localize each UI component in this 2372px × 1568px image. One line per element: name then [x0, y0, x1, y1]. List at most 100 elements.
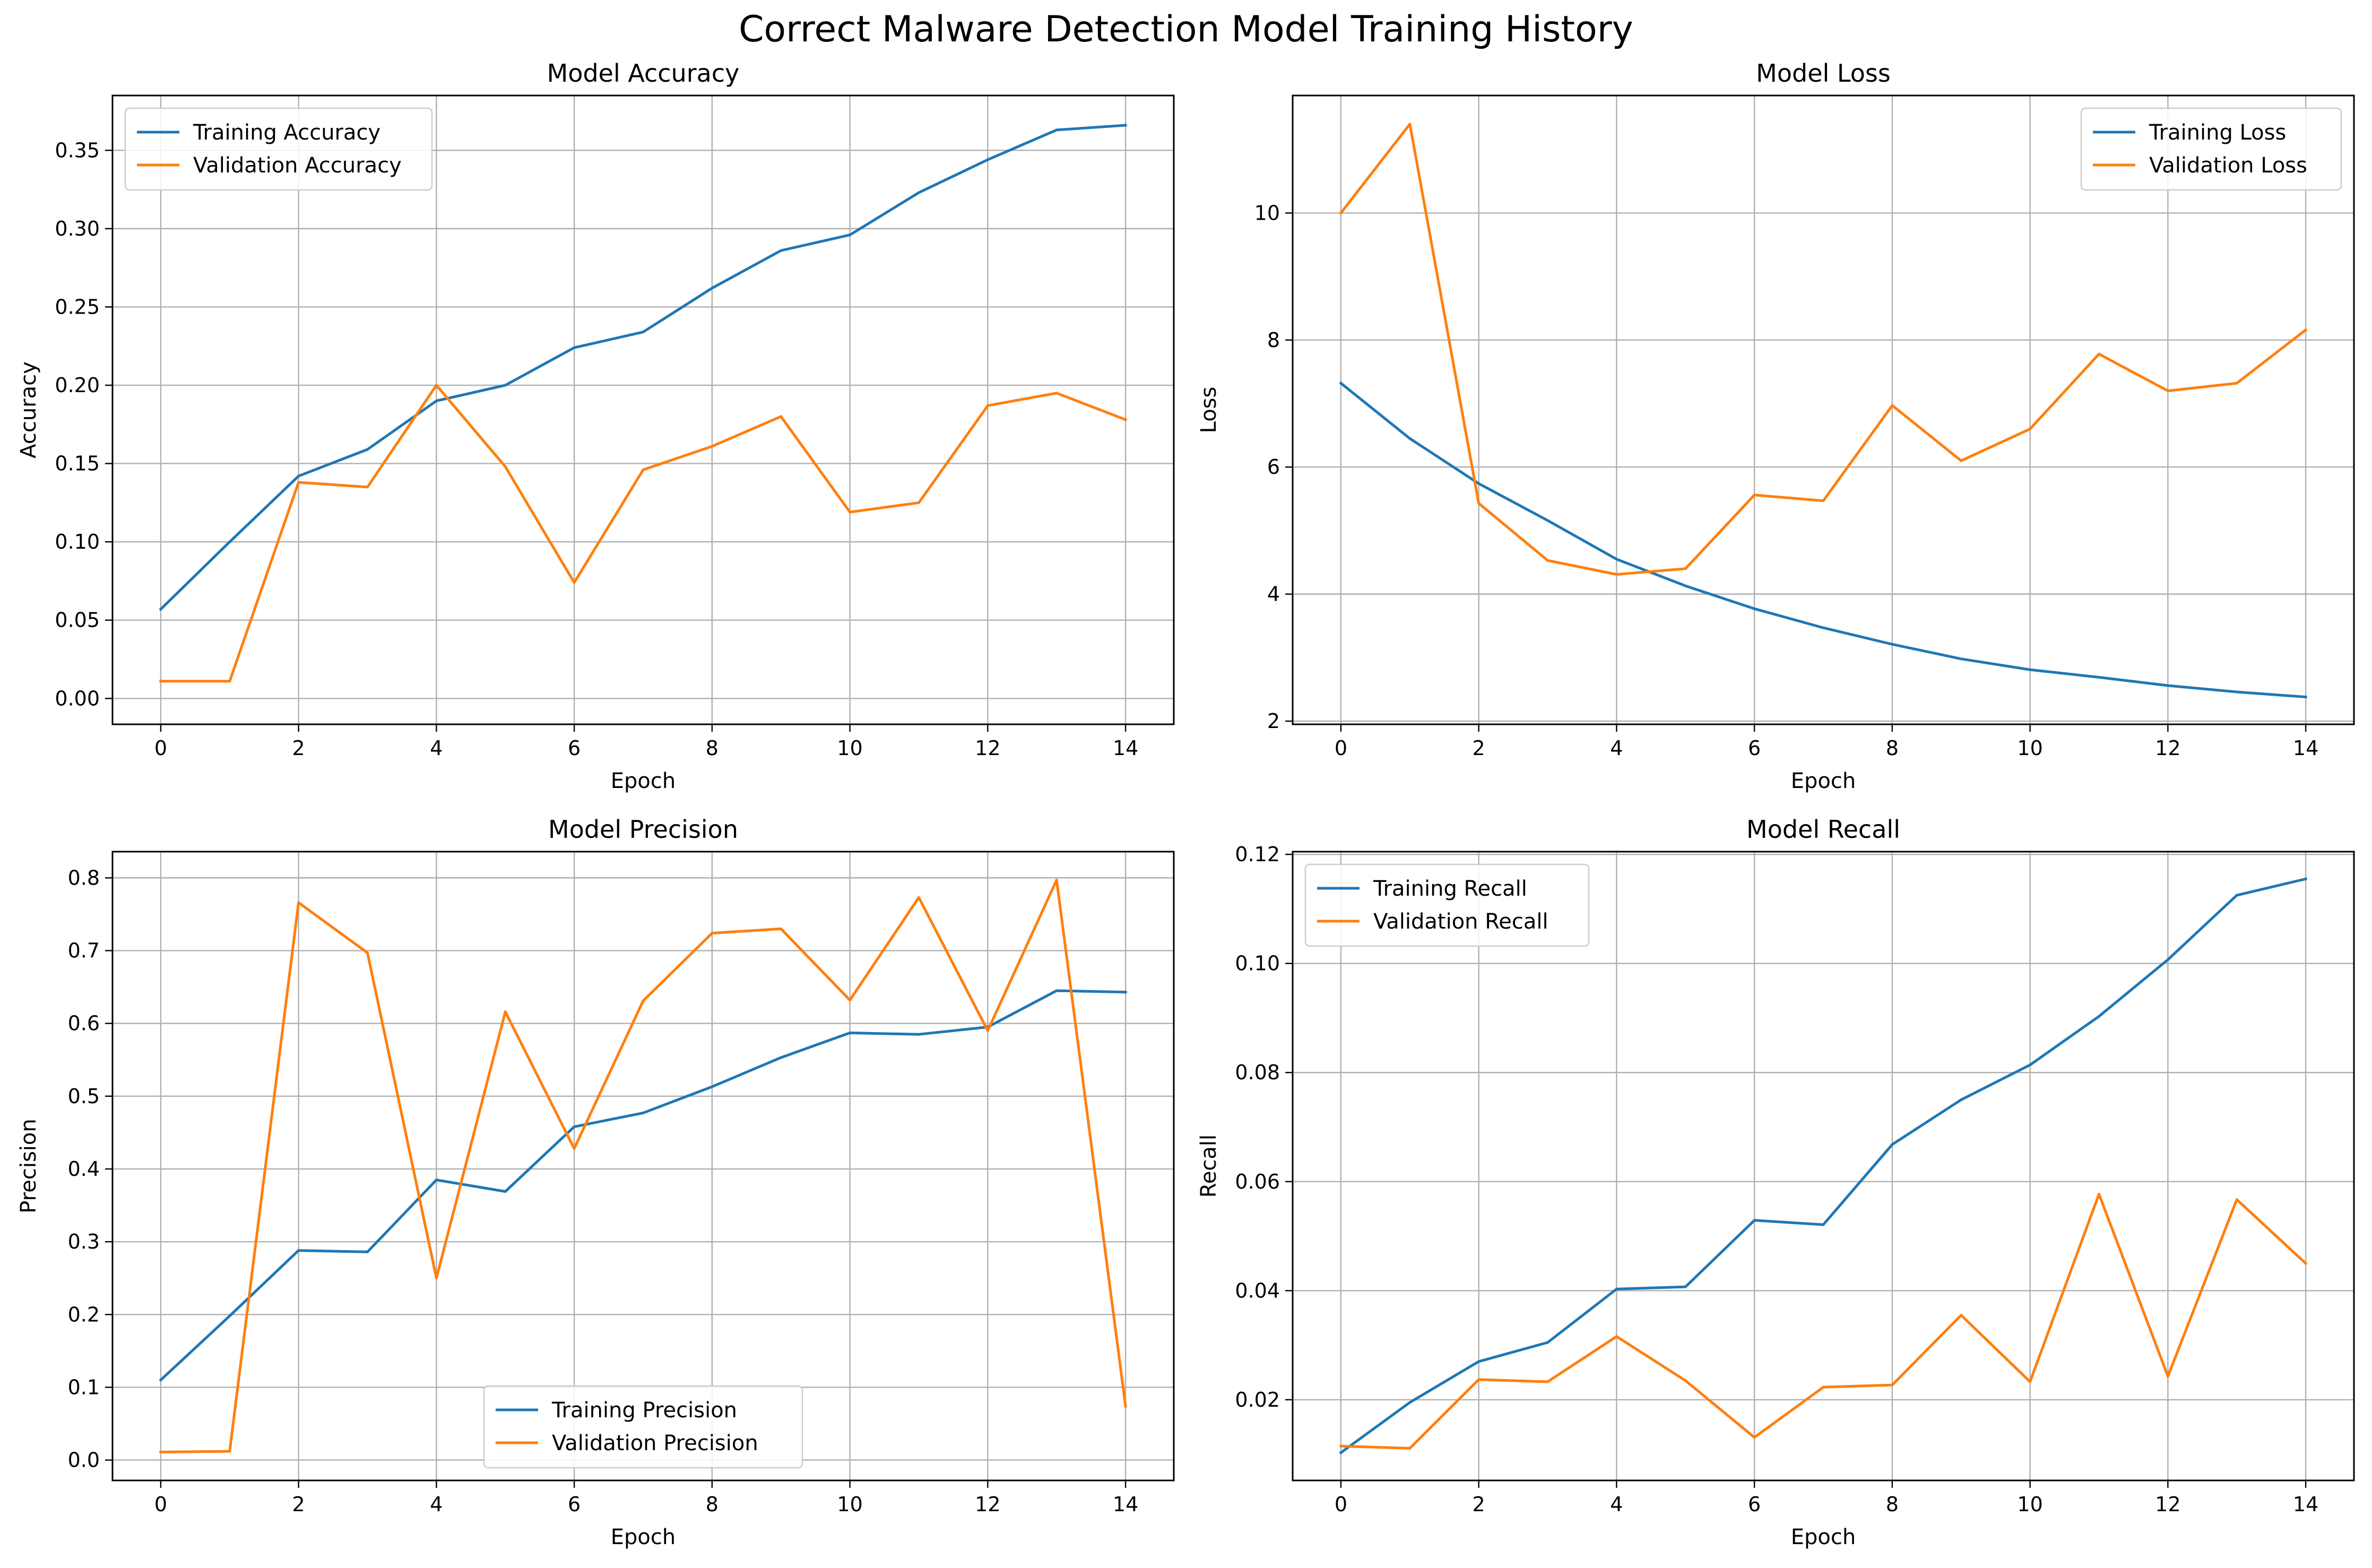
accuracy-validation-point: [366, 486, 369, 489]
accuracy-validation-point: [504, 465, 507, 468]
accuracy-validation-point: [573, 581, 576, 584]
accuracy-training-point: [711, 287, 714, 290]
recall-training-point: [1822, 1223, 1825, 1226]
accuracy-validation-point: [159, 680, 162, 683]
loss-x-tick-label: 4: [1610, 737, 1623, 760]
recall-validation-point: [2235, 1198, 2238, 1201]
recall-x-tick-label: 2: [1473, 1493, 1485, 1516]
precision-training-point: [1124, 991, 1127, 994]
precision-training-point: [642, 1111, 645, 1114]
accuracy-legend-entry: Validation Accuracy: [193, 153, 402, 178]
precision-training-point: [711, 1085, 714, 1088]
loss-legend: Training Loss Validation Loss: [2080, 107, 2342, 191]
accuracy-validation-point: [435, 384, 438, 387]
loss-training-point: [2029, 668, 2032, 671]
recall-plot-frame: [1292, 851, 2355, 1482]
precision-training-point: [1055, 989, 1058, 992]
loss-training-point: [2166, 684, 2169, 687]
loss-y-tick-label: 4: [1267, 583, 1280, 606]
precision-training-point: [435, 1179, 438, 1182]
loss-legend-entry: Training Loss: [2149, 120, 2286, 145]
loss-y-tick-label: 8: [1267, 328, 1280, 352]
accuracy-legend: Training Accuracy Validation Accuracy: [124, 107, 433, 191]
recall-training-point: [2029, 1063, 2032, 1067]
loss-training-point: [2304, 696, 2307, 699]
recall-validation-point: [1684, 1379, 1687, 1382]
loss-validation-point: [2097, 352, 2100, 356]
loss-validation-point: [2166, 389, 2169, 393]
accuracy-validation-point: [711, 445, 714, 448]
accuracy-y-tick-label: 0.25: [55, 295, 100, 318]
precision-y-tick-label: 0.6: [68, 1012, 100, 1035]
recall-y-tick-label: 0.02: [1235, 1388, 1280, 1411]
recall-x-tick-label: 10: [2017, 1493, 2042, 1516]
loss-validation-point: [2304, 328, 2307, 332]
precision-y-tick-label: 0.5: [68, 1085, 100, 1108]
loss-validation-point: [2029, 427, 2032, 430]
accuracy-training-point: [573, 346, 576, 349]
precision-x-tick-label: 4: [430, 1493, 443, 1516]
loss-y-tick-label: 6: [1267, 455, 1280, 479]
recall-y-tick-label: 0.06: [1235, 1170, 1280, 1193]
precision-validation-point: [504, 1010, 507, 1013]
loss-training-point: [1753, 607, 1756, 610]
accuracy-training-point: [159, 608, 162, 611]
recall-x-tick-label: 12: [2155, 1493, 2180, 1516]
precision-validation-point: [366, 951, 369, 955]
recall-validation-point: [1477, 1378, 1481, 1381]
precision-legend-entry: Training Precision: [551, 1398, 737, 1423]
precision-training-point: [573, 1125, 576, 1128]
accuracy-y-tick-label: 0.20: [55, 374, 100, 397]
recall-x-tick-label: 4: [1610, 1493, 1623, 1516]
recall-training-point: [2235, 894, 2238, 897]
loss-training-point: [1408, 437, 1412, 440]
recall-training-point: [1546, 1341, 1549, 1344]
accuracy-x-tick-label: 14: [1113, 737, 1138, 760]
figure-suptitle: Correct Malware Detection Model Training…: [739, 8, 1633, 50]
accuracy-training-point: [986, 158, 989, 161]
precision-x-axis-label: Epoch: [611, 1525, 676, 1549]
recall-legend: Training Recall Validation Recall: [1304, 863, 1590, 947]
recall-validation-point: [1546, 1380, 1549, 1383]
loss-y-axis-label: Loss: [1197, 387, 1221, 434]
loss-validation-point: [1339, 211, 1343, 214]
recall-training-point: [1684, 1285, 1687, 1288]
precision-chart-panel: 0 2 4 6 8 10 12 14 0.00.10.20.30.40.50.60.70.8 …: [16, 815, 1175, 1549]
recall-validation-point: [1753, 1436, 1756, 1439]
loss-x-tick-label: 14: [2293, 737, 2318, 760]
loss-validation-point: [1822, 499, 1825, 503]
loss-training-point: [1546, 519, 1549, 522]
recall-y-axis-label: Recall: [1197, 1134, 1221, 1198]
precision-validation-point: [711, 932, 714, 935]
recall-validation-point: [1339, 1444, 1343, 1448]
recall-legend-box: [1304, 863, 1590, 947]
accuracy-x-tick-label: 10: [837, 737, 862, 760]
precision-x-tick-label: 6: [568, 1493, 581, 1516]
recall-y-tick-label: 0.08: [1235, 1061, 1280, 1084]
precision-y-tick-label: 0.2: [68, 1303, 100, 1326]
recall-validation-point: [1615, 1335, 1618, 1338]
precision-training-point: [228, 1314, 231, 1318]
precision-validation-point: [573, 1147, 576, 1150]
precision-validation-point: [228, 1450, 231, 1453]
recall-training-point: [1891, 1143, 1894, 1146]
recall-validation-point: [1822, 1385, 1825, 1389]
precision-validation-point: [780, 927, 783, 930]
loss-plot-frame: [1292, 94, 2355, 725]
loss-validation-point: [1546, 559, 1549, 562]
precision-training-point: [504, 1190, 507, 1193]
precision-training-point: [159, 1379, 162, 1382]
precision-validation-point: [986, 1029, 989, 1032]
loss-validation-point: [1684, 567, 1687, 570]
recall-y-tick-label: 0.12: [1235, 843, 1280, 866]
accuracy-training-point: [504, 384, 507, 387]
loss-training-point: [1960, 657, 1963, 661]
accuracy-x-tick-label: 2: [292, 737, 305, 760]
accuracy-chart-title: Model Accuracy: [547, 59, 740, 88]
accuracy-x-tick-label: 6: [568, 737, 581, 760]
recall-legend-entry: Validation Recall: [1373, 909, 1548, 934]
loss-chart-title: Model Loss: [1756, 59, 1891, 88]
precision-training-point: [297, 1249, 300, 1252]
accuracy-training-point: [228, 540, 231, 543]
precision-y-tick-label: 0.0: [68, 1449, 100, 1472]
